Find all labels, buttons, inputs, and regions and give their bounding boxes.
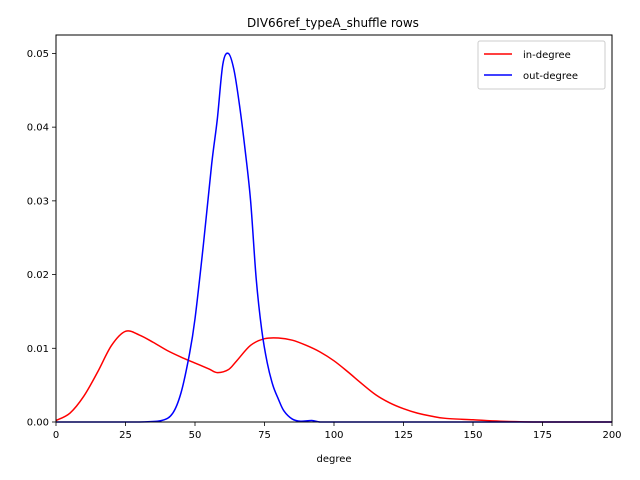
x-tick-label: 200 — [602, 430, 621, 441]
y-tick-label: 0.03 — [27, 196, 49, 207]
chart-title: DIV66ref_typeA_shuffle rows — [247, 16, 419, 30]
x-tick-label: 75 — [258, 430, 271, 441]
legend-box — [477, 40, 606, 90]
x-tick-label: 175 — [533, 430, 552, 441]
series-line-out-degree — [55, 52, 612, 423]
y-tick-label: 0.05 — [27, 49, 49, 60]
legend-label-out-degree: out-degree — [523, 71, 578, 82]
y-tick-label: 0.02 — [27, 270, 49, 281]
y-tick-label: 0.04 — [27, 123, 49, 134]
x-axis-label: degree — [316, 454, 351, 465]
x-tick-label: 50 — [189, 430, 202, 441]
y-tick-label: 0.00 — [27, 418, 49, 429]
x-tick-label: 150 — [463, 430, 482, 441]
y-tick-label: 0.01 — [27, 344, 49, 355]
legend: in-degree out-degree — [477, 40, 606, 90]
x-tick-label: 25 — [119, 430, 132, 441]
series-line-in-degree — [55, 330, 612, 423]
x-tick-label: 0 — [53, 430, 59, 441]
x-tick-label: 125 — [394, 430, 413, 441]
legend-label-in-degree: in-degree — [523, 50, 571, 61]
x-tick-label: 100 — [324, 430, 343, 441]
